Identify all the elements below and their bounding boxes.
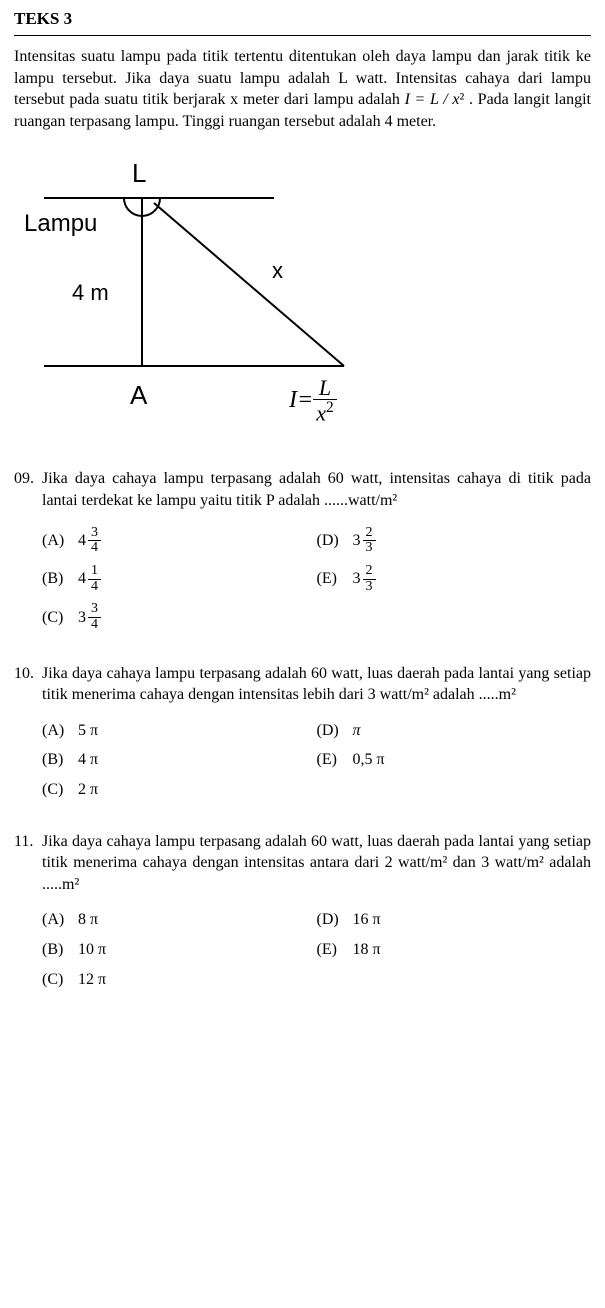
diagram-equation: I = L x2	[289, 376, 337, 425]
q09-option-A: (A) 434	[42, 526, 317, 556]
eqn-num: L	[313, 376, 336, 400]
question-11: 11. Jika daya cahaya lampu terpasang ada…	[14, 831, 591, 999]
q10-option-E: (E)0,5 π	[317, 749, 592, 771]
q09-text: Jika daya cahaya lampu terpasang adalah …	[42, 468, 591, 511]
q10-option-B: (B)4 π	[42, 749, 317, 771]
question-10: 10. Jika daya cahaya lampu terpasang ada…	[14, 663, 591, 809]
q11-number: 11.	[14, 831, 42, 896]
q09-option-E: (E) 323	[317, 564, 592, 594]
section-title: TEKS 3	[14, 8, 591, 31]
q09-number: 09.	[14, 468, 42, 511]
eqn-I: I	[289, 384, 297, 416]
q11-option-D: (D)16 π	[317, 909, 592, 931]
q10-option-D: (D)π	[317, 720, 592, 742]
q11-option-A: (A)8 π	[42, 909, 317, 931]
q11-text: Jika daya cahaya lampu terpasang adalah …	[42, 831, 591, 896]
q09-option-D: (D) 323	[317, 526, 592, 556]
title-rule	[14, 35, 591, 36]
q11-option-E: (E)18 π	[317, 939, 592, 961]
q10-option-A: (A)5 π	[42, 720, 317, 742]
q11-option-B: (B)10 π	[42, 939, 317, 961]
eqn-eq: =	[297, 384, 313, 416]
label-lampu: Lampu	[24, 208, 97, 240]
label-A: A	[130, 378, 147, 413]
label-4m: 4 m	[72, 278, 109, 308]
q09-option-C: (C) 334	[42, 602, 317, 632]
q09-option-B: (B) 414	[42, 564, 317, 594]
diagram-svg	[14, 148, 394, 448]
lamp-diagram: L Lampu 4 m x A I = L x2	[14, 148, 394, 448]
question-09: 09. Jika daya cahaya lampu terpasang ada…	[14, 468, 591, 640]
q10-number: 10.	[14, 663, 42, 706]
q10-text: Jika daya cahaya lampu terpasang adalah …	[42, 663, 591, 706]
label-x: x	[272, 256, 283, 286]
q10-option-C: (C)2 π	[42, 779, 317, 801]
intro-formula: I = L / x²	[405, 91, 465, 108]
q11-option-C: (C)12 π	[42, 969, 317, 991]
label-L: L	[132, 156, 146, 191]
eqn-den: x2	[313, 400, 336, 424]
intro-paragraph: Intensitas suatu lampu pada titik terten…	[14, 46, 591, 132]
